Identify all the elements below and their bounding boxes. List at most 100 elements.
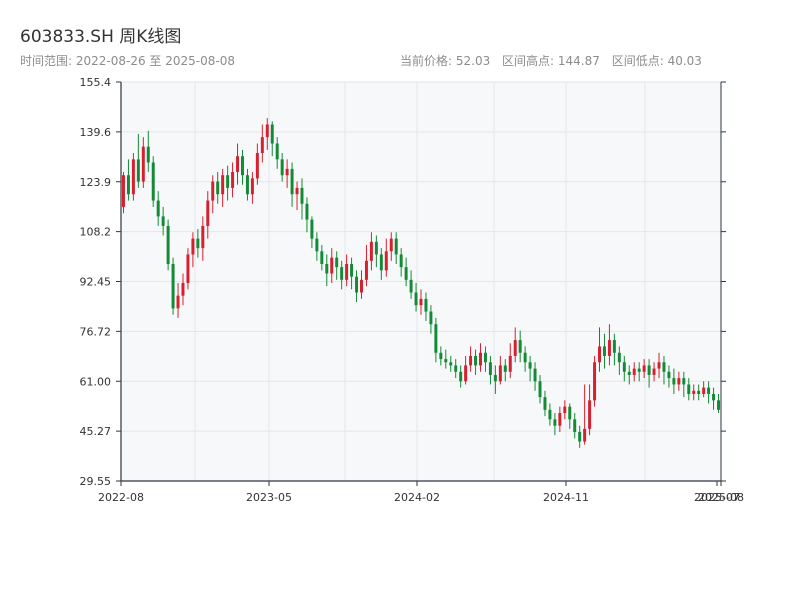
candle-body	[429, 311, 433, 325]
candle	[350, 257, 354, 290]
candle-body	[687, 384, 691, 394]
candle	[330, 248, 334, 284]
candle-body	[320, 251, 324, 264]
candle	[553, 412, 557, 436]
candle	[196, 229, 200, 258]
candle	[236, 143, 240, 185]
candle	[275, 137, 279, 169]
candle-body	[667, 371, 671, 379]
candle-body	[692, 390, 696, 394]
candle-body	[166, 225, 170, 264]
candle	[563, 400, 567, 420]
candle-body	[161, 216, 165, 226]
candle-body	[141, 146, 145, 182]
y-axis-ticks: 155.4 139.6 123.9 108.2 92.45 76.72 61.00 45.27…	[80, 76, 726, 488]
candle-body	[315, 238, 319, 252]
candle	[627, 365, 631, 385]
candle	[355, 270, 359, 303]
candle	[374, 235, 378, 268]
candle	[340, 260, 344, 290]
candle	[136, 133, 140, 188]
candle-body	[171, 263, 175, 309]
candle	[488, 355, 492, 385]
candle-body	[389, 238, 393, 252]
candle	[369, 232, 373, 271]
candle	[216, 172, 220, 204]
candles	[121, 118, 721, 448]
candle	[697, 384, 701, 401]
candle	[399, 248, 403, 277]
candle-body	[419, 298, 423, 306]
candle-body	[374, 241, 378, 255]
candle	[201, 216, 205, 261]
candle	[206, 191, 210, 239]
candle	[404, 257, 408, 287]
candle-body	[310, 219, 314, 239]
candle	[424, 292, 428, 322]
candle	[176, 283, 180, 318]
candle	[513, 327, 517, 363]
candle	[717, 393, 721, 413]
candle	[657, 352, 661, 379]
candle-body	[602, 346, 606, 356]
candle	[568, 403, 572, 429]
candle	[573, 412, 577, 439]
candle-body	[186, 254, 190, 284]
candle	[181, 273, 185, 306]
candle-body	[493, 374, 497, 382]
candle	[265, 118, 269, 150]
candle-body	[330, 257, 334, 274]
candle	[503, 359, 507, 382]
candle	[672, 368, 676, 394]
candle	[384, 238, 388, 277]
y-tick-label: 76.72	[80, 325, 112, 338]
candle	[632, 362, 636, 382]
candle-body	[622, 362, 626, 372]
candle-body	[598, 346, 601, 363]
candle	[300, 178, 304, 220]
candle	[439, 346, 443, 366]
candle-body	[479, 352, 482, 366]
candle	[493, 365, 497, 394]
candle	[151, 156, 155, 207]
candle	[508, 343, 512, 379]
candle	[186, 248, 190, 290]
candle	[474, 349, 478, 375]
candle	[602, 333, 606, 369]
range-high-text: 区间高点: 144.87	[502, 54, 600, 68]
candle-body	[662, 362, 666, 372]
y-tick-label: 45.27	[80, 425, 112, 438]
candle-body	[657, 362, 661, 369]
candle	[538, 374, 542, 404]
candle	[345, 254, 349, 287]
candle-body	[533, 368, 537, 382]
candle-body	[449, 362, 453, 366]
candle	[389, 232, 393, 261]
y-tick-label: 108.2	[80, 226, 112, 239]
candle-body	[503, 365, 507, 372]
candle	[682, 371, 686, 398]
y-tick-label: 139.6	[80, 126, 112, 139]
candle	[221, 168, 225, 207]
candle-body	[355, 276, 359, 293]
candle-body	[553, 419, 557, 426]
candle-body	[513, 340, 517, 356]
candle	[712, 387, 716, 410]
x-tick-label: 2022-08	[98, 491, 144, 504]
candle-body	[221, 175, 225, 195]
candle	[662, 355, 666, 385]
candle	[146, 130, 150, 173]
candle-body	[434, 324, 438, 353]
candle	[360, 270, 363, 299]
candle-body	[216, 181, 220, 195]
candle-body	[350, 263, 354, 277]
candle	[310, 216, 314, 249]
latest-price-text: 当前价格: 52.03	[400, 54, 491, 68]
candle-body	[226, 175, 230, 188]
candle	[191, 232, 195, 268]
candle	[518, 330, 522, 363]
candle-body	[528, 362, 532, 369]
candle-body	[548, 409, 552, 420]
candle-body	[573, 419, 577, 433]
candle	[315, 232, 319, 261]
